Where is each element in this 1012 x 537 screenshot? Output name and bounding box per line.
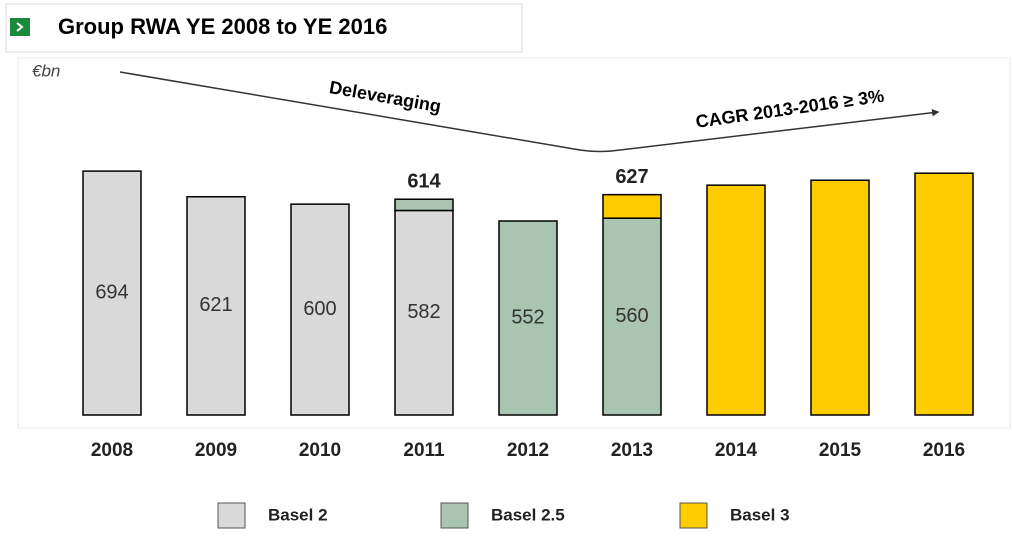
unit-label: €bn: [32, 61, 60, 80]
x-tick-label: 2009: [195, 440, 237, 461]
legend-swatch: [217, 502, 246, 529]
data-label: 694: [95, 281, 128, 303]
bar-segment: [602, 193, 662, 219]
plot-frame: [17, 57, 1011, 429]
data-label: 552: [511, 306, 544, 328]
total-label: 627: [615, 166, 648, 188]
bar-segment: [498, 220, 558, 416]
x-tick-label: 2010: [299, 440, 341, 461]
data-label: 600: [303, 298, 336, 320]
x-tick-label: 2016: [923, 440, 965, 461]
x-tick-label: 2012: [507, 440, 549, 461]
title-box: [5, 3, 523, 53]
x-tick-label: 2008: [91, 440, 133, 461]
x-tick-label: 2011: [403, 440, 445, 461]
bar-segment: [810, 179, 870, 416]
total-label: 614: [407, 171, 441, 193]
annotation: CAGR 2013-2016 ≥ 3%: [694, 86, 885, 132]
data-label: 621: [199, 294, 232, 316]
bar-segment: [394, 198, 454, 212]
legend-label: Basel 2.5: [491, 505, 565, 524]
data-label: 582: [407, 301, 440, 323]
data-label: 560: [615, 305, 648, 327]
bar-segment: [706, 184, 766, 416]
trend-arrow: [119, 71, 940, 153]
legend-label: Basel 3: [730, 505, 790, 524]
legend-swatch: [440, 502, 469, 529]
bar-segment: [290, 203, 350, 416]
bar-segment: [602, 217, 662, 416]
legend-label: Basel 2: [268, 505, 328, 524]
bar-segment: [914, 172, 974, 416]
chart-title: Group RWA YE 2008 to YE 2016: [58, 14, 387, 39]
x-tick-label: 2013: [611, 440, 653, 461]
bar-segment: [394, 209, 454, 416]
bar-segment: [186, 196, 246, 416]
bar-segment: [82, 170, 142, 416]
title-icon: [10, 18, 30, 36]
x-tick-label: 2014: [715, 440, 758, 461]
title-icon-chevron: [16, 22, 24, 32]
legend-swatch: [679, 502, 708, 529]
x-tick-label: 2015: [819, 440, 862, 461]
